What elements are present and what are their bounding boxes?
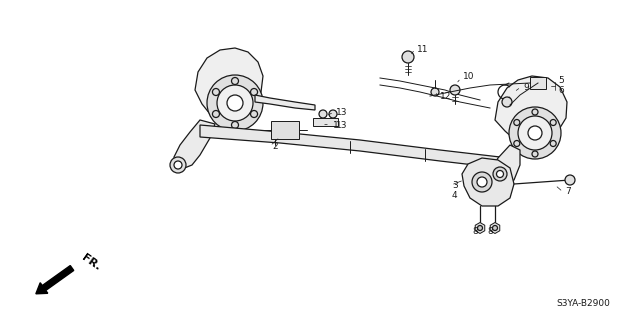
Polygon shape <box>195 48 263 120</box>
Circle shape <box>497 171 504 178</box>
Circle shape <box>472 172 492 192</box>
Circle shape <box>207 75 263 131</box>
Polygon shape <box>490 222 500 234</box>
Text: 8: 8 <box>487 228 493 236</box>
Circle shape <box>565 175 575 185</box>
Polygon shape <box>490 145 520 185</box>
Text: 7: 7 <box>565 188 571 196</box>
Circle shape <box>514 119 520 125</box>
Polygon shape <box>200 125 500 168</box>
Text: 11: 11 <box>417 44 429 53</box>
Text: 10: 10 <box>463 71 474 81</box>
Circle shape <box>477 177 487 187</box>
Circle shape <box>227 95 243 111</box>
FancyArrow shape <box>36 266 74 294</box>
Text: 3: 3 <box>452 180 458 189</box>
Circle shape <box>232 122 239 129</box>
Polygon shape <box>271 121 299 139</box>
Polygon shape <box>476 222 484 234</box>
Circle shape <box>174 161 182 169</box>
Circle shape <box>550 119 556 125</box>
Circle shape <box>509 107 561 159</box>
Circle shape <box>212 110 220 117</box>
Circle shape <box>450 85 460 95</box>
Circle shape <box>514 140 520 147</box>
Circle shape <box>502 97 512 107</box>
Polygon shape <box>530 77 546 89</box>
Circle shape <box>431 88 439 96</box>
Circle shape <box>532 109 538 115</box>
Circle shape <box>250 89 257 95</box>
Circle shape <box>319 110 327 118</box>
Circle shape <box>212 89 220 95</box>
Text: 5: 5 <box>558 76 564 84</box>
Circle shape <box>232 77 239 84</box>
Polygon shape <box>255 95 315 110</box>
Text: 4: 4 <box>452 190 458 199</box>
Text: S3YA-B2900: S3YA-B2900 <box>556 299 610 308</box>
Text: 13: 13 <box>336 108 348 116</box>
Circle shape <box>170 157 186 173</box>
Polygon shape <box>495 76 567 143</box>
Circle shape <box>250 110 257 117</box>
Text: 8: 8 <box>472 228 477 236</box>
Polygon shape <box>462 158 514 206</box>
Polygon shape <box>174 120 215 169</box>
Text: 2: 2 <box>272 141 278 150</box>
Text: 12: 12 <box>440 92 451 100</box>
Circle shape <box>477 226 483 230</box>
Circle shape <box>518 116 552 150</box>
Circle shape <box>493 226 497 230</box>
Text: 13: 13 <box>336 121 348 130</box>
Text: FR.: FR. <box>80 252 102 272</box>
Circle shape <box>550 140 556 147</box>
Circle shape <box>329 110 337 118</box>
Circle shape <box>532 151 538 157</box>
Circle shape <box>217 85 253 121</box>
Circle shape <box>493 167 507 181</box>
Circle shape <box>528 126 542 140</box>
Circle shape <box>402 51 414 63</box>
Text: 9: 9 <box>523 83 529 92</box>
Text: 1: 1 <box>333 121 339 130</box>
Text: 6: 6 <box>558 85 564 94</box>
Polygon shape <box>313 118 338 126</box>
